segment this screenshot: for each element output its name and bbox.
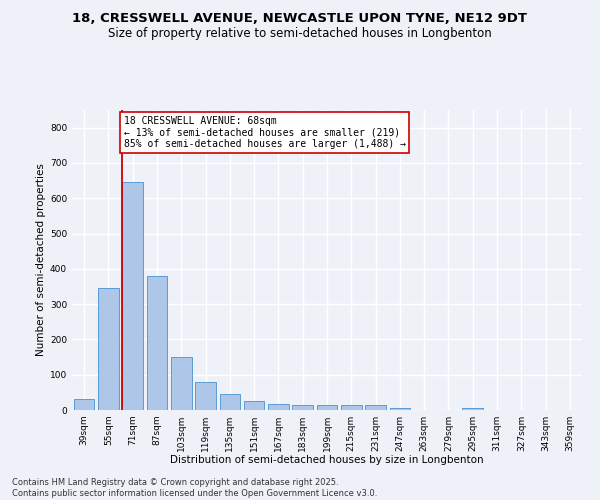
Y-axis label: Number of semi-detached properties: Number of semi-detached properties xyxy=(36,164,46,356)
X-axis label: Distribution of semi-detached houses by size in Longbenton: Distribution of semi-detached houses by … xyxy=(170,456,484,466)
Text: 18, CRESSWELL AVENUE, NEWCASTLE UPON TYNE, NE12 9DT: 18, CRESSWELL AVENUE, NEWCASTLE UPON TYN… xyxy=(73,12,527,26)
Bar xyxy=(244,401,265,410)
Bar xyxy=(341,404,362,410)
Bar xyxy=(317,404,337,410)
Text: Contains HM Land Registry data © Crown copyright and database right 2025.
Contai: Contains HM Land Registry data © Crown c… xyxy=(12,478,377,498)
Bar xyxy=(365,406,386,410)
Bar xyxy=(122,182,143,410)
Bar xyxy=(463,408,483,410)
Text: Size of property relative to semi-detached houses in Longbenton: Size of property relative to semi-detach… xyxy=(108,28,492,40)
Bar xyxy=(220,394,240,410)
Bar xyxy=(171,357,191,410)
Bar xyxy=(389,408,410,410)
Bar xyxy=(195,382,216,410)
Bar xyxy=(268,404,289,410)
Bar xyxy=(74,400,94,410)
Bar xyxy=(98,288,119,410)
Text: 18 CRESSWELL AVENUE: 68sqm
← 13% of semi-detached houses are smaller (219)
85% o: 18 CRESSWELL AVENUE: 68sqm ← 13% of semi… xyxy=(124,116,406,149)
Bar xyxy=(146,276,167,410)
Bar xyxy=(292,404,313,410)
